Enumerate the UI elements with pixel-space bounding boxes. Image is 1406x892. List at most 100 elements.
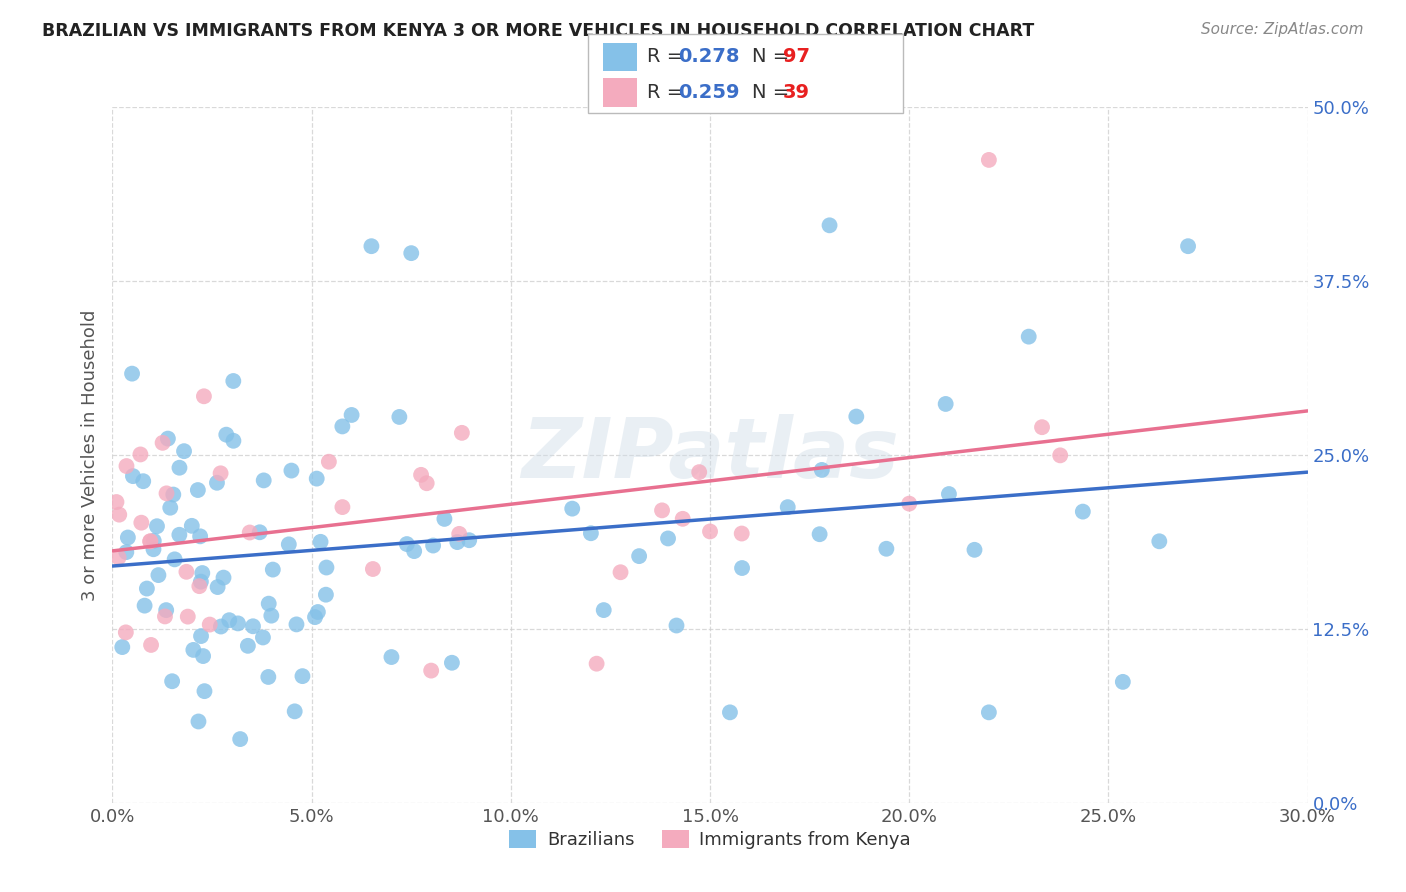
Text: BRAZILIAN VS IMMIGRANTS FROM KENYA 3 OR MORE VEHICLES IN HOUSEHOLD CORRELATION C: BRAZILIAN VS IMMIGRANTS FROM KENYA 3 OR …	[42, 22, 1035, 40]
Point	[285, 617, 308, 632]
Point	[156, 432, 179, 446]
Point	[963, 542, 986, 557]
Point	[1149, 534, 1171, 549]
Point	[699, 524, 721, 539]
Point	[404, 544, 426, 558]
Point	[236, 639, 259, 653]
Point	[315, 560, 337, 574]
Point	[977, 706, 1000, 720]
Point	[190, 629, 212, 643]
Text: Source: ZipAtlas.com: Source: ZipAtlas.com	[1201, 22, 1364, 37]
Point	[153, 609, 176, 624]
Point	[315, 588, 337, 602]
Text: 39: 39	[783, 83, 810, 102]
Point	[938, 487, 960, 501]
Point	[446, 535, 468, 549]
Point	[121, 367, 143, 381]
Point	[169, 460, 191, 475]
Point	[1031, 420, 1053, 434]
Text: 0.278: 0.278	[678, 47, 740, 66]
Point	[818, 219, 841, 233]
Point	[131, 516, 153, 530]
Point	[222, 434, 245, 448]
Point	[305, 472, 328, 486]
Point	[1018, 329, 1040, 343]
Point	[309, 534, 332, 549]
Point	[114, 625, 136, 640]
Point	[191, 566, 214, 580]
Point	[107, 550, 129, 565]
Point	[592, 603, 614, 617]
Point	[146, 519, 169, 533]
Point	[115, 545, 138, 559]
Point	[360, 239, 382, 253]
Point	[169, 528, 191, 542]
Point	[229, 732, 252, 747]
Point	[129, 447, 152, 461]
Point	[111, 640, 134, 654]
Point	[731, 561, 754, 575]
Point	[1049, 448, 1071, 462]
Point	[458, 533, 481, 548]
Point	[672, 512, 695, 526]
Point	[307, 605, 329, 619]
Point	[332, 500, 354, 514]
Point	[449, 527, 471, 541]
Point	[159, 500, 181, 515]
Point	[420, 664, 443, 678]
Point	[257, 597, 280, 611]
Point	[239, 525, 262, 540]
Point	[193, 389, 215, 403]
Point	[160, 674, 183, 689]
Point	[242, 619, 264, 633]
Point	[190, 574, 212, 589]
Point	[361, 562, 384, 576]
Point	[215, 427, 238, 442]
Text: ZIPatlas: ZIPatlas	[522, 415, 898, 495]
Point	[277, 537, 299, 551]
Point	[142, 542, 165, 557]
Point	[105, 495, 128, 509]
Point	[380, 650, 402, 665]
Point	[183, 643, 205, 657]
Point	[1112, 674, 1135, 689]
Point	[609, 566, 631, 580]
Point	[561, 501, 583, 516]
Point	[440, 656, 463, 670]
Point	[122, 469, 145, 483]
Point	[318, 455, 340, 469]
Point	[388, 409, 411, 424]
Point	[585, 657, 607, 671]
Point	[117, 531, 139, 545]
Point	[142, 533, 165, 548]
Text: R =: R =	[647, 47, 689, 66]
Point	[330, 419, 353, 434]
Point	[808, 527, 831, 541]
Point	[875, 541, 897, 556]
Point	[162, 487, 184, 501]
Point	[811, 463, 834, 477]
Point	[108, 508, 131, 522]
Point	[180, 519, 202, 533]
Point	[212, 571, 235, 585]
Text: N =: N =	[752, 47, 796, 66]
Text: R =: R =	[647, 83, 689, 102]
Point	[176, 565, 198, 579]
Point	[222, 374, 245, 388]
Point	[253, 474, 276, 488]
Point	[218, 613, 240, 627]
Point	[776, 500, 799, 515]
Point	[257, 670, 280, 684]
Point	[209, 619, 232, 633]
Point	[579, 526, 602, 541]
Point	[226, 616, 249, 631]
Point	[207, 580, 229, 594]
Text: 97: 97	[783, 47, 810, 66]
Point	[134, 599, 156, 613]
Point	[284, 704, 307, 718]
Point	[262, 563, 284, 577]
Point	[665, 618, 688, 632]
Point	[657, 532, 679, 546]
Point	[188, 579, 211, 593]
Text: N =: N =	[752, 83, 796, 102]
